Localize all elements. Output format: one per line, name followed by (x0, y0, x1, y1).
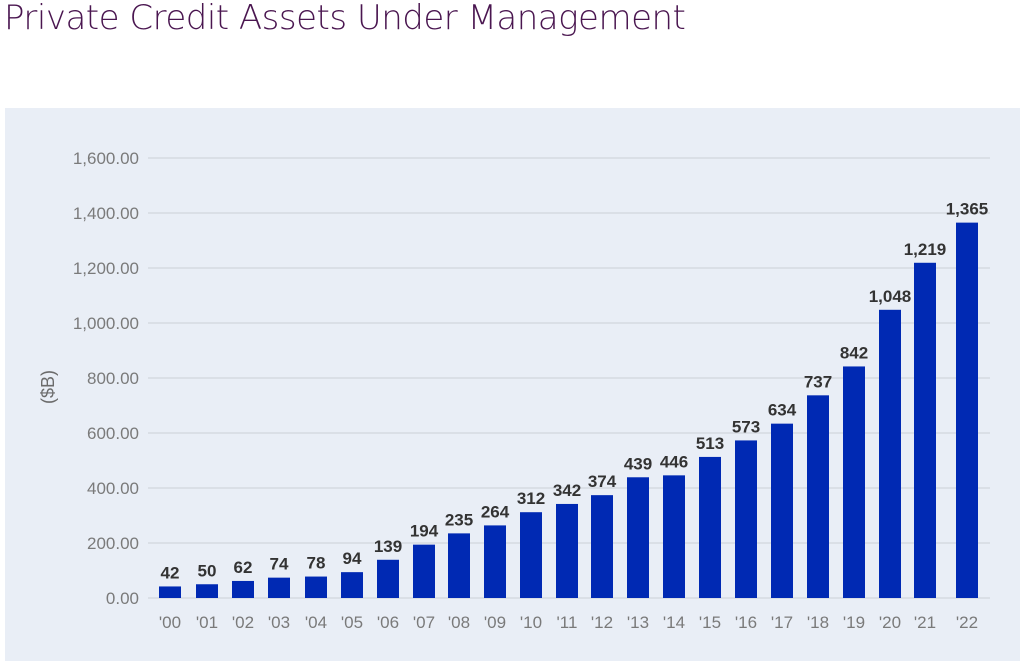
bar-value-label: 78 (307, 554, 326, 573)
bar (305, 576, 327, 598)
x-tick-label: '08 (448, 613, 470, 632)
x-tick-label: '10 (520, 613, 542, 632)
bar (627, 477, 649, 598)
x-tick-label: '02 (232, 613, 254, 632)
bar-value-label: 374 (588, 472, 617, 491)
bar (196, 584, 218, 598)
bar-value-label: 264 (481, 502, 510, 521)
bar-value-label: 194 (410, 522, 439, 541)
bar-value-label: 50 (198, 561, 217, 580)
x-tick-label: '15 (699, 613, 721, 632)
x-tick-label: '01 (196, 613, 218, 632)
x-tick-label: '04 (305, 613, 327, 632)
data-labels: 42 50 62 74 78 94 139 194 235 264 312 342 374 439 446 5… (161, 200, 989, 583)
bar (771, 423, 793, 598)
x-axis-ticks: '00 '01 '02 '03 '04 '05 '06 '07 '08 '09 '10 '11 '12 '… (159, 613, 978, 632)
y-tick-label: 800.00 (87, 369, 139, 388)
y-tick-label: 600.00 (87, 424, 139, 443)
y-tick-label: 1,000.00 (73, 314, 139, 333)
x-tick-label: '16 (735, 613, 757, 632)
bar-value-label: 1,048 (869, 287, 912, 306)
y-tick-label: 400.00 (87, 479, 139, 498)
bar-value-label: 634 (768, 401, 797, 420)
bar-value-label: 1,365 (946, 200, 989, 219)
x-tick-label: '20 (879, 613, 901, 632)
bar-value-label: 74 (270, 555, 289, 574)
bar-value-label: 842 (840, 343, 868, 362)
bar-value-label: 235 (445, 510, 473, 529)
x-tick-label: '07 (413, 613, 435, 632)
bar (807, 395, 829, 598)
y-tick-label: 1,200.00 (73, 259, 139, 278)
y-tick-label: 1,400.00 (73, 204, 139, 223)
bar-value-label: 446 (660, 452, 688, 471)
bar-value-label: 342 (553, 481, 581, 500)
bar-value-label: 573 (732, 417, 760, 436)
bar (663, 475, 685, 598)
x-tick-label: '17 (771, 613, 793, 632)
bar (591, 495, 613, 598)
x-tick-label: '06 (377, 613, 399, 632)
chart-title: Private Credit Assets Under Management (4, 0, 686, 38)
bar (520, 512, 542, 598)
x-tick-label: '19 (843, 613, 865, 632)
x-tick-label: '11 (557, 613, 578, 632)
x-tick-label: '03 (268, 613, 290, 632)
bar (956, 222, 978, 598)
x-tick-label: '21 (914, 613, 936, 632)
bar (699, 456, 721, 598)
chart-panel: ($B) 0.00 200.00 400.00 600.00 800.00 1,000.0… (5, 108, 1020, 661)
x-tick-label: '12 (591, 613, 613, 632)
y-tick-label: 1,600.00 (73, 149, 139, 168)
x-tick-label: '00 (159, 613, 181, 632)
bar (268, 577, 290, 598)
bar-value-label: 737 (804, 372, 832, 391)
bar-value-label: 513 (696, 434, 724, 453)
bar-value-label: 139 (374, 537, 402, 556)
x-tick-label: '22 (956, 613, 978, 632)
bar-value-label: 439 (624, 454, 652, 473)
bar-value-label: 62 (234, 558, 253, 577)
y-tick-label: 200.00 (87, 534, 139, 553)
bar (914, 262, 936, 598)
bar (377, 559, 399, 598)
x-tick-label: '13 (627, 613, 649, 632)
bar-value-label: 1,219 (904, 240, 947, 259)
y-axis-ticks: 0.00 200.00 400.00 600.00 800.00 1,000.00 1,20… (73, 149, 139, 608)
bar (484, 525, 506, 598)
y-tick-label: 0.00 (106, 589, 139, 608)
bar (448, 533, 470, 598)
bars (159, 222, 978, 598)
bar (843, 366, 865, 598)
x-tick-label: '18 (807, 613, 829, 632)
bar-value-label: 94 (343, 549, 362, 568)
bar-value-label: 312 (517, 489, 545, 508)
bar (879, 309, 901, 598)
gridlines (148, 157, 990, 599)
x-tick-label: '14 (663, 613, 685, 632)
bar (735, 440, 757, 598)
bar-value-label: 42 (161, 563, 180, 582)
bar (556, 503, 578, 598)
bar (341, 572, 363, 598)
bar (413, 544, 435, 598)
bar (159, 586, 181, 598)
x-tick-label: '09 (484, 613, 506, 632)
x-tick-label: '05 (341, 613, 363, 632)
bar-chart: 0.00 200.00 400.00 600.00 800.00 1,000.00 1,20… (73, 149, 990, 632)
bar (232, 580, 254, 598)
